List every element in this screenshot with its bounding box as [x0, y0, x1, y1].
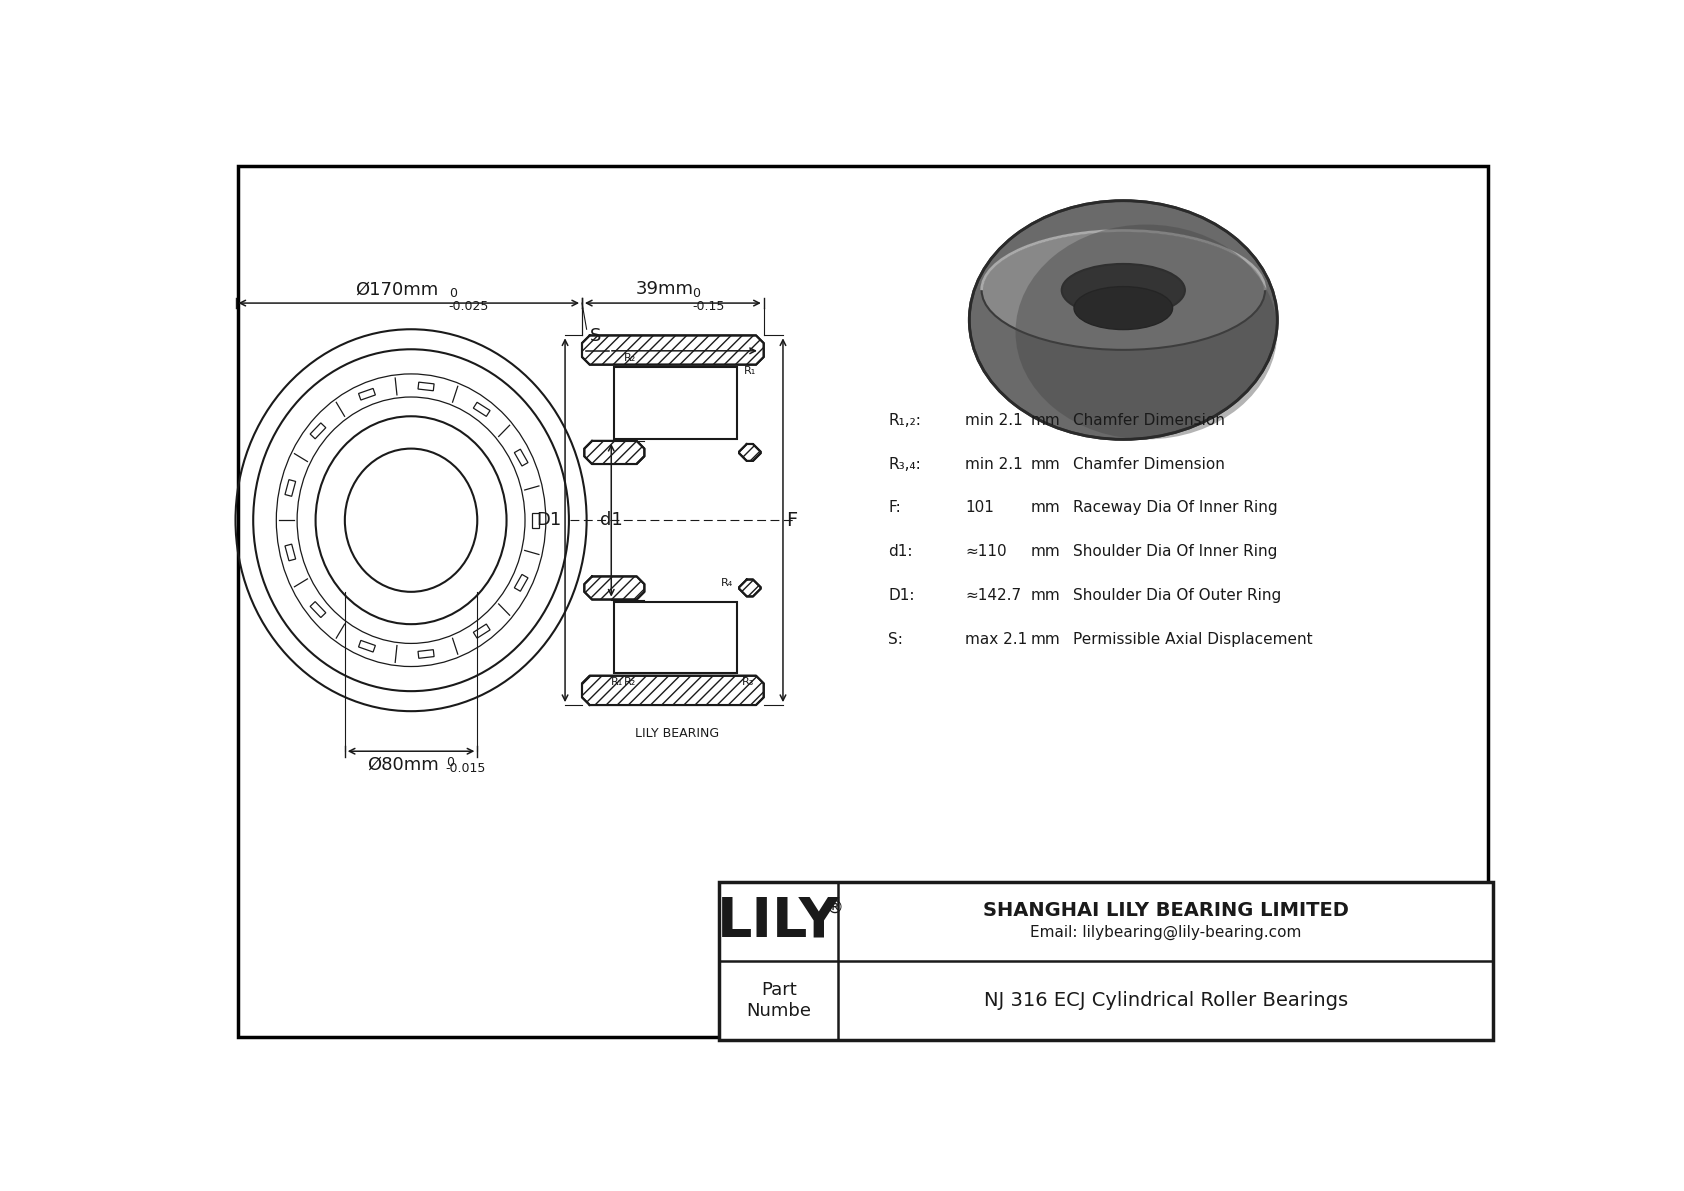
Text: R₄: R₄ [721, 578, 733, 588]
Polygon shape [739, 580, 761, 597]
Text: mm: mm [1031, 500, 1061, 516]
Text: min 2.1: min 2.1 [965, 456, 1024, 472]
Text: R₂: R₂ [623, 354, 637, 363]
Text: F: F [786, 511, 797, 530]
Text: R₂: R₂ [623, 678, 637, 687]
Text: Chamfer Dimension: Chamfer Dimension [1073, 456, 1226, 472]
Text: F:: F: [889, 500, 901, 516]
Text: 0: 0 [692, 287, 701, 300]
Text: SHANGHAI LILY BEARING LIMITED: SHANGHAI LILY BEARING LIMITED [983, 902, 1349, 921]
Text: mm: mm [1031, 544, 1061, 560]
Text: Ø170mm: Ø170mm [355, 280, 440, 299]
Text: Shoulder Dia Of Outer Ring: Shoulder Dia Of Outer Ring [1073, 588, 1282, 603]
Text: 0: 0 [450, 287, 456, 300]
Text: ®: ® [825, 898, 844, 917]
Text: -0.025: -0.025 [450, 300, 488, 313]
Text: Chamfer Dimension: Chamfer Dimension [1073, 412, 1226, 428]
Text: S: S [589, 326, 601, 344]
Text: S:: S: [889, 632, 903, 647]
Text: d1:: d1: [889, 544, 913, 560]
Text: R₁,₂:: R₁,₂: [889, 412, 921, 428]
Text: Permissible Axial Displacement: Permissible Axial Displacement [1073, 632, 1314, 647]
Bar [719, 883, 1494, 1040]
Text: Raceway Dia Of Inner Ring: Raceway Dia Of Inner Ring [1073, 500, 1278, 516]
Text: R₃,₄:: R₃,₄: [889, 456, 921, 472]
Text: Part
Numbe: Part Numbe [746, 981, 812, 1019]
Text: Ø80mm: Ø80mm [367, 756, 440, 774]
Ellipse shape [982, 231, 1265, 350]
Polygon shape [739, 444, 761, 461]
Polygon shape [584, 441, 645, 464]
Text: LILY BEARING: LILY BEARING [635, 727, 719, 740]
Text: 0: 0 [446, 756, 453, 769]
Text: mm: mm [1031, 632, 1061, 647]
Text: LILY: LILY [717, 894, 840, 948]
Text: Shoulder Dia Of Inner Ring: Shoulder Dia Of Inner Ring [1073, 544, 1278, 560]
Text: 101: 101 [965, 500, 994, 516]
Text: R₁: R₁ [744, 366, 756, 376]
Text: D1:: D1: [889, 588, 914, 603]
Text: ≈142.7: ≈142.7 [965, 588, 1022, 603]
Bar [613, 601, 738, 673]
Polygon shape [583, 675, 765, 705]
Text: d1: d1 [600, 511, 623, 529]
Polygon shape [583, 336, 765, 364]
Ellipse shape [1061, 264, 1186, 317]
Text: Email: lilybearing@lily-bearing.com: Email: lilybearing@lily-bearing.com [1031, 924, 1302, 940]
Text: -0.015: -0.015 [446, 762, 487, 775]
Text: R₁: R₁ [611, 678, 623, 687]
Bar [613, 367, 738, 438]
Text: max 2.1: max 2.1 [965, 632, 1027, 647]
Text: mm: mm [1031, 588, 1061, 603]
Text: min 2.1: min 2.1 [965, 412, 1024, 428]
Text: 39mm: 39mm [637, 280, 694, 299]
Polygon shape [584, 576, 645, 599]
Text: mm: mm [1031, 412, 1061, 428]
Text: R₃: R₃ [743, 678, 754, 687]
Text: mm: mm [1031, 456, 1061, 472]
Text: ≈110: ≈110 [965, 544, 1007, 560]
Text: D1: D1 [537, 511, 562, 529]
Ellipse shape [1074, 287, 1172, 330]
Ellipse shape [1015, 225, 1276, 439]
Ellipse shape [970, 200, 1276, 439]
Text: NJ 316 ECJ Cylindrical Roller Bearings: NJ 316 ECJ Cylindrical Roller Bearings [983, 991, 1347, 1010]
Text: -0.15: -0.15 [692, 300, 724, 313]
